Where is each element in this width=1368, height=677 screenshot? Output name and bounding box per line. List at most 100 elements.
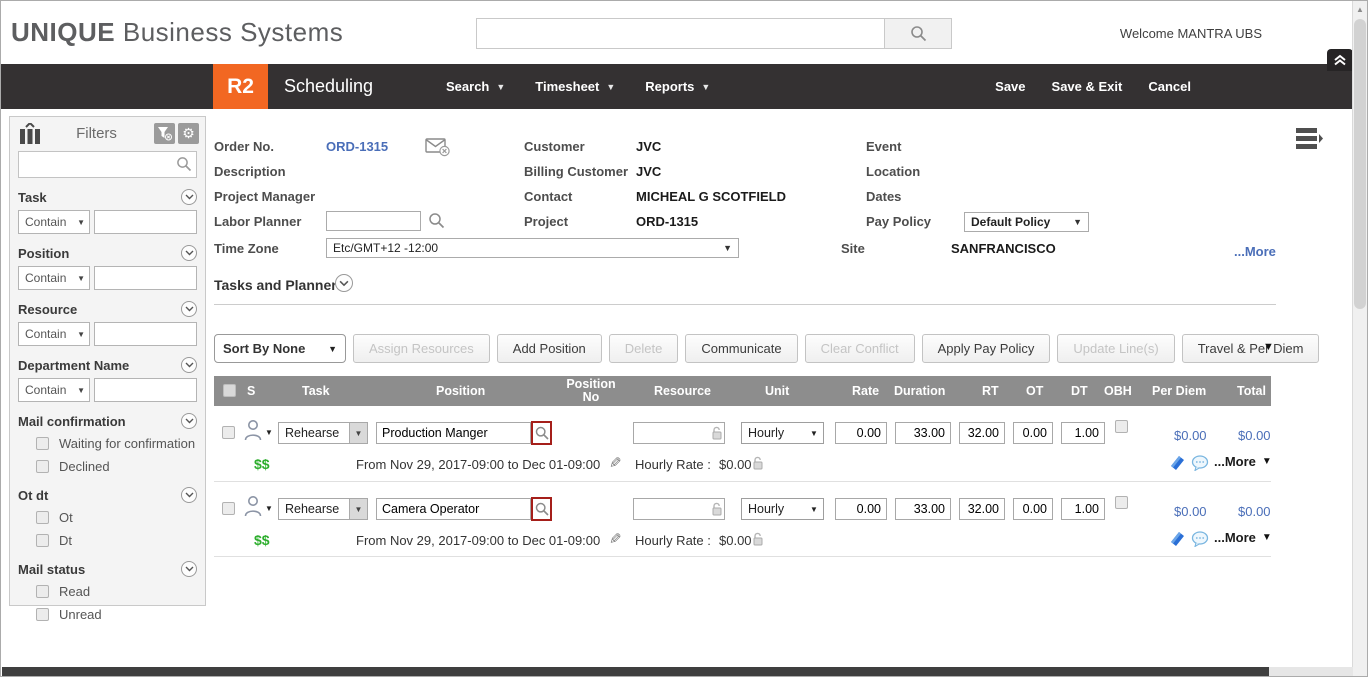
rt-input[interactable] bbox=[959, 498, 1005, 520]
cancel-button[interactable]: Cancel bbox=[1148, 79, 1191, 94]
resource-operator-select[interactable]: Contain ▼ bbox=[18, 322, 90, 346]
waiting-confirmation-checkbox[interactable] bbox=[36, 437, 49, 450]
rt-input[interactable] bbox=[959, 422, 1005, 444]
position-search-button[interactable] bbox=[531, 421, 552, 445]
select-all-checkbox[interactable] bbox=[223, 384, 236, 397]
total-link[interactable]: $0.00 bbox=[1238, 504, 1271, 519]
save-exit-button[interactable]: Save & Exit bbox=[1051, 79, 1123, 94]
toolbar-expand-caret[interactable]: ▼ bbox=[1263, 341, 1274, 353]
unit-select[interactable]: Hourly ▼ bbox=[741, 498, 824, 520]
ot-input[interactable] bbox=[1013, 422, 1053, 444]
filter-settings-button[interactable]: ⚙ bbox=[178, 123, 199, 144]
delete-button[interactable]: Delete bbox=[608, 334, 679, 363]
position-operator-select[interactable]: Contain ▼ bbox=[18, 266, 90, 290]
apply-pay-policy-button[interactable]: Apply Pay Policy bbox=[921, 334, 1051, 363]
collapse-chevron-icon[interactable] bbox=[181, 487, 197, 503]
department-operator-select[interactable]: Contain ▼ bbox=[18, 378, 90, 402]
collapse-chevron-icon[interactable] bbox=[181, 189, 197, 205]
position-filter-input[interactable] bbox=[94, 266, 197, 290]
person-caret-icon[interactable]: ▼ bbox=[265, 428, 273, 437]
row-checkbox[interactable] bbox=[222, 426, 235, 439]
ot-input[interactable] bbox=[1013, 498, 1053, 520]
resource-input[interactable] bbox=[633, 422, 725, 444]
menu-reports[interactable]: Reports ▼ bbox=[645, 79, 710, 94]
department-filter-input[interactable] bbox=[94, 378, 197, 402]
order-no-link[interactable]: ORD-1315 bbox=[326, 139, 389, 154]
collapse-chevron-icon[interactable] bbox=[181, 561, 197, 577]
per-diem-link[interactable]: $0.00 bbox=[1174, 504, 1207, 519]
collapse-header-button[interactable] bbox=[1327, 49, 1353, 71]
task-select[interactable]: Rehearse ▼ bbox=[278, 422, 368, 444]
sort-by-select[interactable]: Sort By None ▼ bbox=[214, 334, 346, 363]
rate-input[interactable] bbox=[835, 498, 887, 520]
assign-resources-button[interactable]: Assign Resources bbox=[353, 334, 490, 363]
edit-pencil-icon[interactable]: ✎ bbox=[609, 455, 622, 472]
pay-policy-select[interactable]: Default Policy ▼ bbox=[964, 212, 1089, 232]
comment-bubble-icon[interactable] bbox=[1191, 531, 1209, 547]
position-input[interactable] bbox=[376, 498, 531, 520]
total-link[interactable]: $0.00 bbox=[1238, 428, 1271, 443]
per-diem-link[interactable]: $0.00 bbox=[1174, 428, 1207, 443]
time-zone-select[interactable]: Etc/GMT+12 -12:00 ▼ bbox=[326, 238, 739, 258]
scroll-up-arrow[interactable]: ▲ bbox=[1356, 5, 1364, 14]
global-search-button[interactable] bbox=[885, 18, 952, 49]
obh-checkbox[interactable] bbox=[1115, 420, 1128, 433]
position-search-button[interactable] bbox=[531, 497, 552, 521]
person-caret-icon[interactable]: ▼ bbox=[265, 504, 273, 513]
travel-per-diem-button[interactable]: Travel & Per Diem bbox=[1181, 334, 1320, 363]
horizontal-scrollbar[interactable] bbox=[2, 667, 1353, 676]
update-lines-button[interactable]: Update Line(s) bbox=[1057, 334, 1175, 363]
add-position-button[interactable]: Add Position bbox=[496, 334, 602, 363]
save-button[interactable]: Save bbox=[995, 79, 1026, 94]
row-more-link[interactable]: ...More ▼ bbox=[1214, 454, 1272, 469]
comment-bubble-icon[interactable] bbox=[1191, 455, 1209, 471]
dt-input[interactable] bbox=[1061, 498, 1105, 520]
menu-search[interactable]: Search ▼ bbox=[446, 79, 505, 94]
row-checkbox[interactable] bbox=[222, 502, 235, 515]
menu-timesheet[interactable]: Timesheet ▼ bbox=[535, 79, 615, 94]
tasks-collapse-icon[interactable] bbox=[335, 274, 353, 292]
more-link[interactable]: ...More bbox=[1234, 244, 1276, 259]
collapse-chevron-icon[interactable] bbox=[181, 413, 197, 429]
dt-input[interactable] bbox=[1061, 422, 1105, 444]
unlock-icon[interactable] bbox=[752, 532, 763, 546]
labor-planner-input[interactable] bbox=[326, 211, 421, 231]
obh-checkbox[interactable] bbox=[1115, 496, 1128, 509]
row-more-link[interactable]: ...More ▼ bbox=[1214, 530, 1272, 545]
horizontal-scroll-thumb[interactable] bbox=[2, 667, 1269, 676]
collapse-chevron-icon[interactable] bbox=[181, 245, 197, 261]
collapse-chevron-icon[interactable] bbox=[181, 301, 197, 317]
global-search-input[interactable] bbox=[476, 18, 885, 49]
clear-conflict-button[interactable]: Clear Conflict bbox=[804, 334, 915, 363]
task-operator-select[interactable]: Contain ▼ bbox=[18, 210, 90, 234]
notes-book-icon[interactable] bbox=[1169, 530, 1186, 546]
dt-checkbox[interactable] bbox=[36, 534, 49, 547]
duration-input[interactable] bbox=[895, 498, 951, 520]
unit-select[interactable]: Hourly ▼ bbox=[741, 422, 824, 444]
task-select[interactable]: Rehearse ▼ bbox=[278, 498, 368, 520]
vertical-scroll-thumb[interactable] bbox=[1354, 19, 1366, 309]
resource-filter-input[interactable] bbox=[94, 322, 197, 346]
vertical-scrollbar[interactable]: ▲ bbox=[1352, 1, 1367, 676]
read-checkbox[interactable] bbox=[36, 585, 49, 598]
duration-input[interactable] bbox=[895, 422, 951, 444]
declined-checkbox[interactable] bbox=[36, 460, 49, 473]
unread-checkbox[interactable] bbox=[36, 608, 49, 621]
ot-checkbox[interactable] bbox=[36, 511, 49, 524]
labor-planner-search-icon[interactable] bbox=[428, 212, 445, 229]
rate-input[interactable] bbox=[835, 422, 887, 444]
person-icon[interactable] bbox=[244, 495, 264, 517]
collapse-chevron-icon[interactable] bbox=[181, 357, 197, 373]
person-icon[interactable] bbox=[244, 419, 264, 441]
mail-disabled-icon[interactable] bbox=[425, 137, 451, 157]
resource-input[interactable] bbox=[633, 498, 725, 520]
position-input[interactable] bbox=[376, 422, 531, 444]
communicate-button[interactable]: Communicate bbox=[685, 334, 798, 363]
edit-pencil-icon[interactable]: ✎ bbox=[609, 531, 622, 548]
filter-search-input[interactable] bbox=[18, 151, 197, 178]
clear-filter-button[interactable] bbox=[154, 123, 175, 144]
unlock-icon[interactable] bbox=[752, 456, 763, 470]
task-filter-input[interactable] bbox=[94, 210, 197, 234]
panel-menu-icon[interactable] bbox=[1296, 126, 1324, 152]
notes-book-icon[interactable] bbox=[1169, 454, 1186, 470]
